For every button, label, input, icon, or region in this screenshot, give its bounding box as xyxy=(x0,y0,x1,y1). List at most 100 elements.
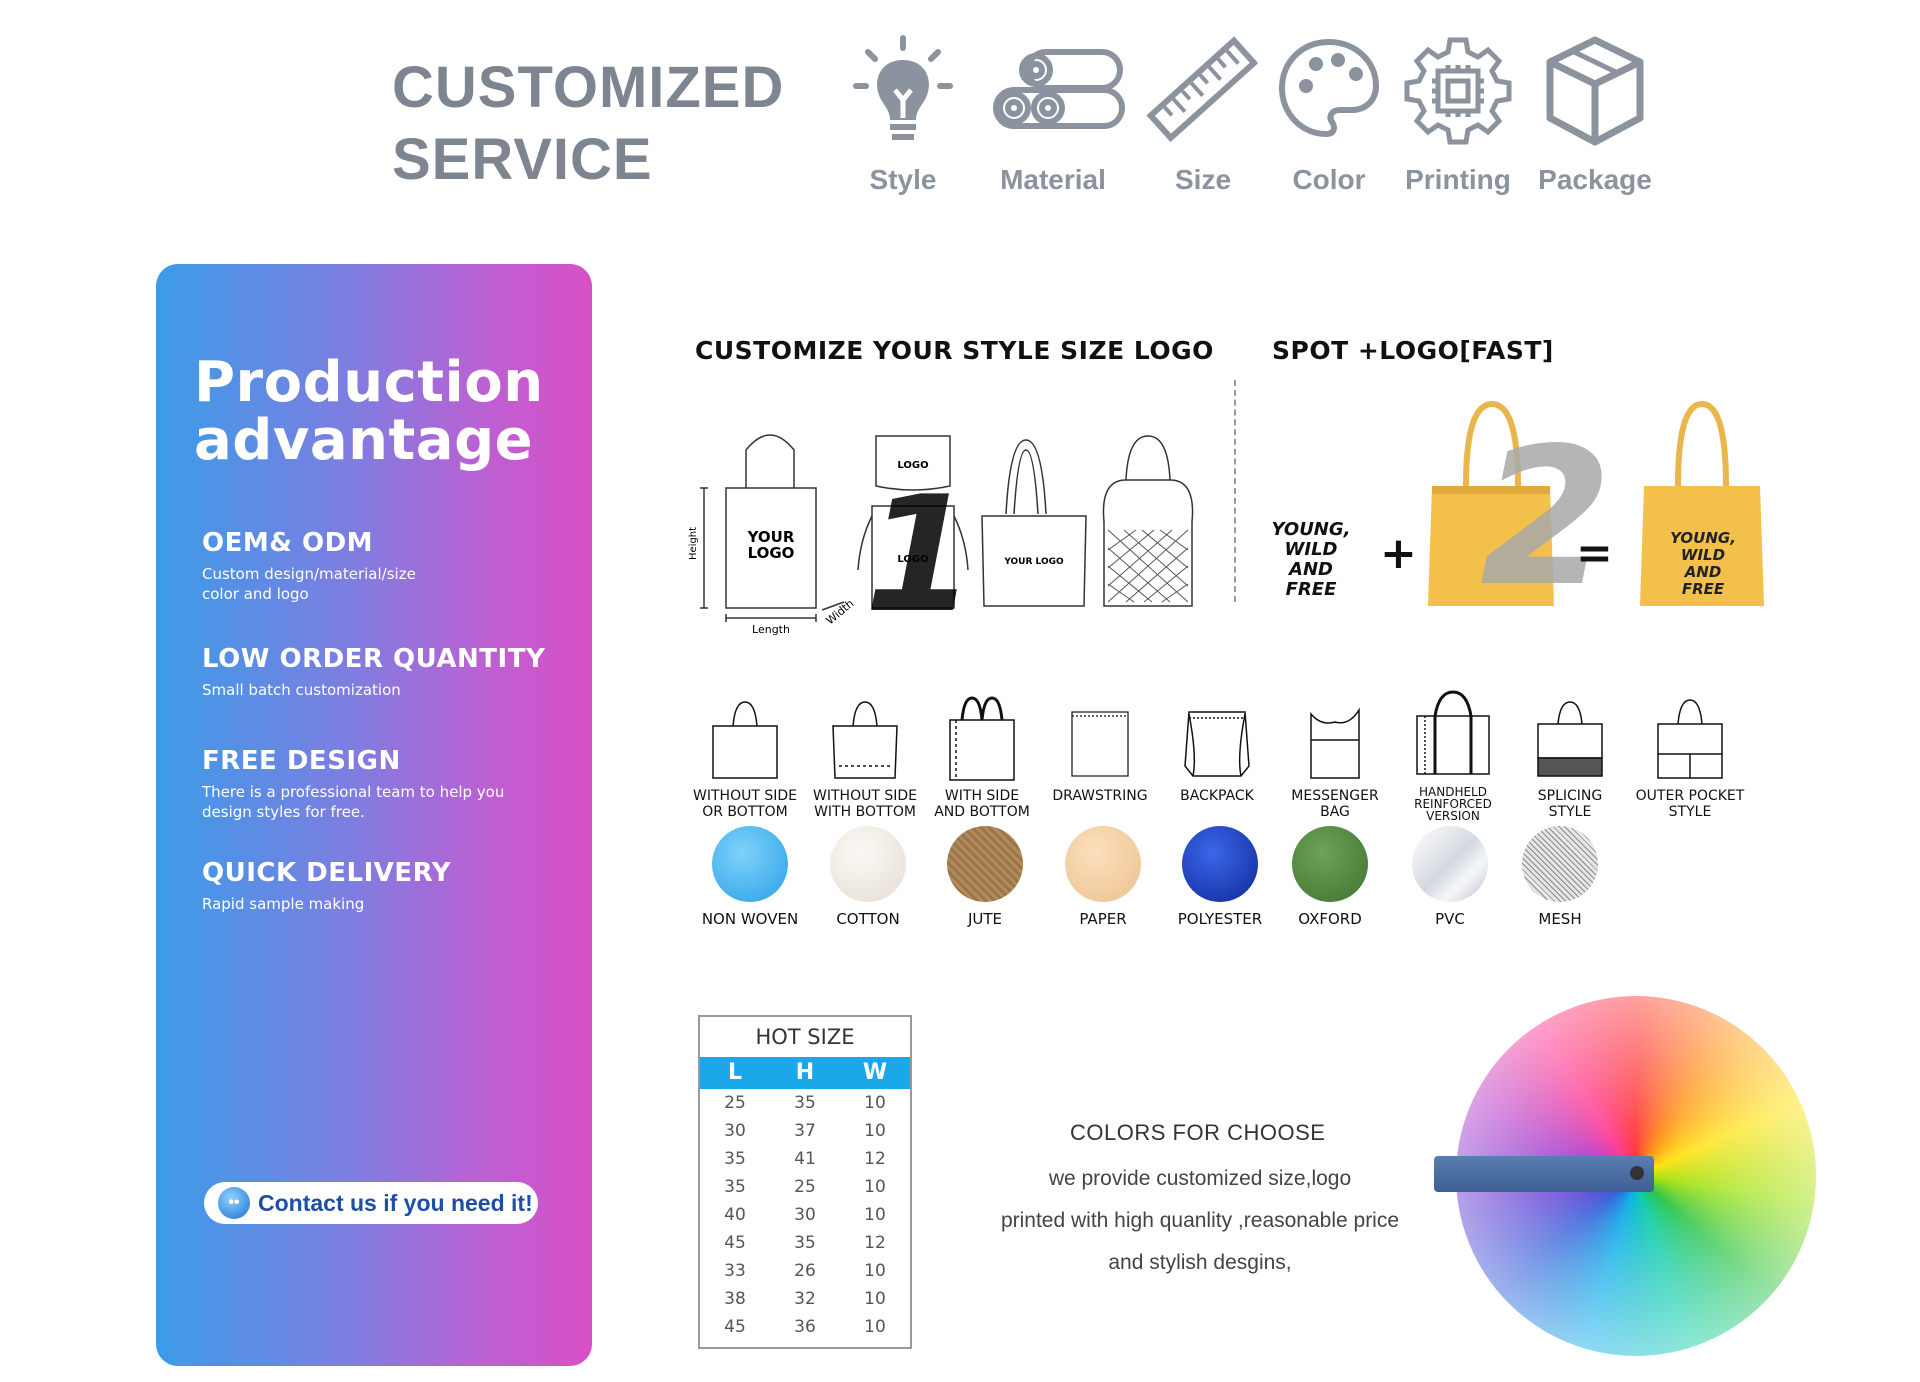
service-label: Printing xyxy=(1405,164,1511,195)
cell: 45 xyxy=(724,1233,746,1253)
your-logo-text: YOUR xyxy=(747,528,795,546)
advantage-desc: Custom design/material/size color and lo… xyxy=(202,565,416,603)
material-name: PVC xyxy=(1435,910,1465,928)
header-height: H xyxy=(795,1060,815,1085)
panel-title-line-1: Production xyxy=(194,350,544,415)
colors-line-1: we provide customized size,logo xyxy=(1048,1167,1352,1190)
service-label: Color xyxy=(1292,164,1366,195)
cell: 41 xyxy=(794,1149,816,1169)
style-name: OUTER POCKET STYLE xyxy=(1635,788,1745,820)
equals-sign: = xyxy=(1576,528,1613,579)
material-mesh: MESH xyxy=(1500,826,1620,928)
advantage-quick-delivery: QUICK DELIVERY Rapid sample making xyxy=(202,858,451,914)
cell: 25 xyxy=(724,1093,746,1113)
style-name: DRAWSTRING xyxy=(1052,788,1148,804)
panel-title-line-2: advantage xyxy=(194,408,534,473)
advantage-title: FREE DESIGN xyxy=(202,746,401,776)
cell: 30 xyxy=(724,1121,746,1141)
mesh-pattern xyxy=(1107,529,1189,603)
palette-icon xyxy=(1278,38,1380,138)
cell: 10 xyxy=(864,1177,886,1197)
cell: 45 xyxy=(724,1317,746,1337)
style-with-side-and-bottom: WITH SIDE AND BOTTOM xyxy=(922,696,1042,820)
material-swatch xyxy=(830,826,906,902)
panel-title: Production advantage xyxy=(194,354,544,470)
splicing-bag-icon xyxy=(1537,701,1603,777)
service-printing: Printing xyxy=(1393,30,1523,196)
hot-size-caption: HOT SIZE xyxy=(755,1025,855,1049)
material-name: PAPER xyxy=(1079,910,1127,928)
material-swatch xyxy=(947,826,1023,902)
your-logo-text-2: LOGO xyxy=(748,544,795,562)
print-design-text: YOUNG, WILD AND FREE xyxy=(1270,520,1352,600)
material-name: MESH xyxy=(1538,910,1582,928)
page-title: CUSTOMIZED SERVICE xyxy=(392,52,784,196)
spot-logo-heading: SPOT +LOGO[FAST] xyxy=(1272,336,1554,365)
lightbulb-icon xyxy=(853,35,953,140)
style-name: SPLICING STYLE xyxy=(1537,788,1603,820)
cell: 10 xyxy=(864,1093,886,1113)
cell: 33 xyxy=(724,1261,746,1281)
production-advantage-panel: Production advantage OEM& ODM Custom des… xyxy=(156,264,592,1366)
material-swatch xyxy=(1182,826,1258,902)
style-name: WITHOUT SIDE OR BOTTOM xyxy=(693,788,797,820)
style-without-side-with-bottom: WITHOUT SIDE WITH BOTTOM xyxy=(805,696,925,820)
material-swatch xyxy=(1065,826,1141,902)
advantage-title: QUICK DELIVERY xyxy=(202,858,452,888)
material-paper: PAPER xyxy=(1043,826,1163,928)
material-name: COTTON xyxy=(836,910,900,928)
advantage-desc: There is a professional team to help you… xyxy=(202,783,505,821)
step-number-1: 1 xyxy=(864,461,975,640)
table-row: 38 32 10 xyxy=(700,1285,910,1313)
material-pvc: PVC xyxy=(1390,826,1510,928)
drawstring-bag-icon xyxy=(1071,711,1129,777)
cell: 30 xyxy=(794,1205,816,1225)
contact-us-button[interactable]: •• Contact us if you need it! xyxy=(204,1182,538,1224)
cell: 35 xyxy=(724,1177,746,1197)
print-text-line-3: AND FREE xyxy=(1285,559,1337,600)
advantage-oem-odm: OEM& ODM Custom design/material/size col… xyxy=(202,528,416,604)
print-text-line-2: WILD xyxy=(1284,539,1338,560)
service-package: Package xyxy=(1530,30,1660,196)
cell: 37 xyxy=(794,1121,816,1141)
title-line-1: CUSTOMIZED xyxy=(392,55,785,120)
printed-bag-text: YOUNG, WILD AND FREE xyxy=(1662,530,1744,598)
table-row: 45 35 12 xyxy=(700,1229,910,1257)
material-name: JUTE xyxy=(967,910,1003,928)
hot-size-header: L H W xyxy=(700,1057,910,1089)
advantage-low-order-quantity: LOW ORDER QUANTITY Small batch customiza… xyxy=(202,644,545,700)
header-width: W xyxy=(862,1060,888,1085)
color-wheel-pivot xyxy=(1630,1166,1644,1180)
title-line-2: SERVICE xyxy=(392,127,653,192)
logo-text: LOGO xyxy=(897,460,928,471)
style-backpack: BACKPACK xyxy=(1157,696,1277,804)
header-length: L xyxy=(727,1060,743,1085)
style-name: HANDHELD REINFORCED VERSION xyxy=(1414,785,1492,823)
cell: 35 xyxy=(794,1093,816,1113)
contact-label: Contact us if you need it! xyxy=(258,1189,533,1216)
style-name: MESSENGER BAG xyxy=(1291,788,1379,820)
pocket-bag-icon xyxy=(1657,699,1723,779)
color-swatch-fan-blade xyxy=(1434,1156,1654,1192)
bottom-bag-icon xyxy=(832,701,898,779)
table-row: 35 25 10 xyxy=(700,1173,910,1201)
material-polyester: POLYESTER xyxy=(1160,826,1280,928)
material-jute: JUTE xyxy=(925,826,1045,928)
material-swatch xyxy=(1292,826,1368,902)
cell: 12 xyxy=(864,1149,886,1169)
service-size: Size xyxy=(1138,30,1268,196)
cell: 25 xyxy=(794,1177,816,1197)
yellow-tote-bag-printed xyxy=(1640,400,1764,606)
cell: 10 xyxy=(864,1289,886,1309)
material-non-woven: NON WOVEN xyxy=(690,826,810,928)
height-label: Height xyxy=(688,527,699,560)
bag-dimension-diagram: YOUR LOGO Height Length Width LOGO LOGO … xyxy=(688,434,976,640)
advantage-desc: Small batch customization xyxy=(202,681,401,699)
cell: 38 xyxy=(724,1289,746,1309)
cell: 10 xyxy=(864,1121,886,1141)
printed-text-line-2: WILD xyxy=(1680,546,1726,564)
chat-bubble-icon: •• xyxy=(218,1187,250,1219)
reinforced-bag-icon xyxy=(1416,690,1490,775)
material-swatch xyxy=(1522,826,1598,902)
service-color: Color xyxy=(1264,30,1394,196)
